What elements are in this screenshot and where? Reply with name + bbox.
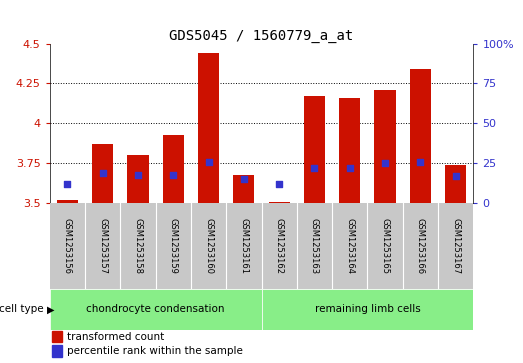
Point: [63, 181, 72, 187]
Text: GSM1253164: GSM1253164: [345, 218, 354, 274]
Bar: [50, 289, 262, 330]
Text: GSM1253158: GSM1253158: [133, 218, 142, 274]
Text: GSM1253161: GSM1253161: [240, 218, 248, 274]
Text: GSM1253167: GSM1253167: [451, 218, 460, 274]
Point: [275, 181, 283, 187]
Text: GSM1253159: GSM1253159: [169, 218, 178, 274]
Text: GSM1253166: GSM1253166: [416, 218, 425, 274]
Point: [134, 172, 142, 178]
Bar: [52, 331, 62, 342]
Text: GSM1253165: GSM1253165: [381, 218, 390, 274]
Bar: [374, 90, 395, 203]
Bar: [128, 155, 149, 203]
Point: [240, 176, 248, 182]
Point: [310, 165, 319, 171]
Point: [98, 170, 107, 176]
Point: [204, 159, 213, 165]
Bar: [233, 175, 254, 203]
Text: transformed count: transformed count: [67, 331, 165, 342]
Text: GSM1253162: GSM1253162: [275, 218, 283, 274]
Bar: [52, 345, 62, 357]
Text: GSM1253156: GSM1253156: [63, 218, 72, 274]
Bar: [262, 289, 473, 330]
Point: [346, 165, 354, 171]
Text: ▶: ▶: [47, 305, 54, 314]
Bar: [304, 96, 325, 203]
Title: GDS5045 / 1560779_a_at: GDS5045 / 1560779_a_at: [169, 29, 354, 42]
Bar: [92, 144, 113, 203]
Point: [416, 159, 425, 165]
Text: chondrocyte condensation: chondrocyte condensation: [86, 305, 225, 314]
Text: GSM1253160: GSM1253160: [204, 218, 213, 274]
Bar: [445, 165, 466, 203]
Bar: [198, 53, 219, 203]
Text: GSM1253163: GSM1253163: [310, 218, 319, 274]
Point: [451, 173, 460, 179]
Point: [381, 160, 389, 166]
Text: percentile rank within the sample: percentile rank within the sample: [67, 346, 243, 356]
Bar: [410, 69, 431, 203]
Text: remaining limb cells: remaining limb cells: [314, 305, 420, 314]
Bar: [163, 135, 184, 203]
Text: cell type: cell type: [0, 305, 47, 314]
Point: [169, 172, 177, 178]
Bar: [57, 200, 78, 203]
Text: GSM1253157: GSM1253157: [98, 218, 107, 274]
Bar: [269, 202, 290, 203]
Bar: [339, 98, 360, 203]
